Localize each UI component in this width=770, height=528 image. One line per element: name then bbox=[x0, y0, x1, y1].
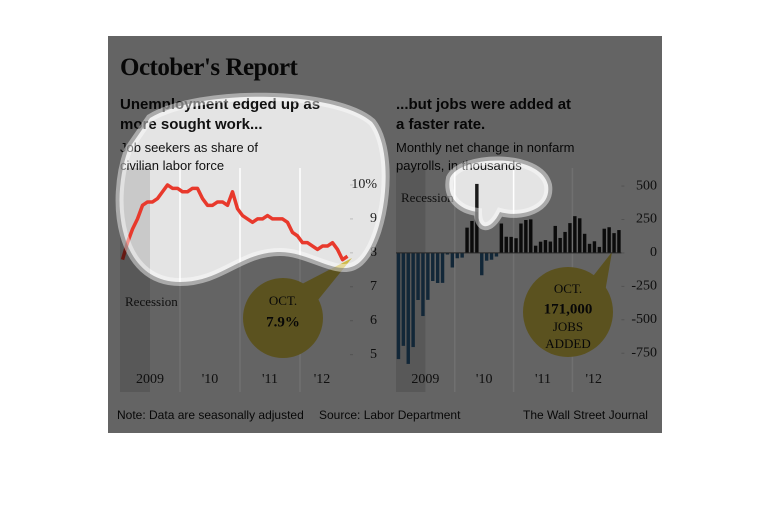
recession-label: Recession bbox=[125, 294, 178, 309]
bar bbox=[440, 252, 445, 283]
bar bbox=[602, 228, 606, 253]
bar bbox=[499, 223, 504, 253]
bar bbox=[612, 233, 616, 253]
y-tick-label: -750 bbox=[631, 345, 657, 360]
x-tick-label: '10 bbox=[202, 372, 219, 387]
bar bbox=[524, 220, 528, 253]
y-tick-label: 8 bbox=[370, 245, 377, 260]
bar bbox=[568, 223, 572, 253]
annotation-text: OCT. bbox=[269, 293, 297, 308]
bar bbox=[411, 252, 415, 348]
bar bbox=[465, 227, 469, 253]
bar bbox=[504, 236, 508, 253]
bar bbox=[460, 252, 464, 258]
bar bbox=[470, 220, 474, 253]
x-tick-label: 2009 bbox=[411, 372, 439, 387]
bar bbox=[450, 252, 455, 268]
annotation-text: 171,000 bbox=[544, 301, 593, 317]
bar bbox=[431, 252, 435, 282]
x-tick-label: '11 bbox=[262, 372, 278, 387]
footer-note: Note: Data are seasonally adjusted bbox=[117, 408, 304, 422]
x-tick-label: '10 bbox=[476, 372, 493, 387]
bar bbox=[475, 183, 479, 253]
bar bbox=[553, 225, 557, 253]
y-tick-label: 6 bbox=[370, 313, 377, 328]
bar bbox=[538, 241, 543, 253]
bar bbox=[426, 252, 430, 300]
bar bbox=[582, 233, 587, 253]
bar bbox=[573, 216, 577, 253]
y-tick-label: 500 bbox=[636, 178, 657, 193]
page-title: October's Report bbox=[120, 54, 298, 81]
bar bbox=[558, 237, 562, 253]
y-tick-label: 9 bbox=[370, 211, 377, 226]
y-tick-label: 10% bbox=[351, 177, 377, 192]
bar bbox=[617, 230, 621, 253]
bar bbox=[406, 252, 410, 364]
bar bbox=[587, 243, 592, 253]
bar bbox=[455, 252, 459, 259]
footer-source: Source: Labor Department bbox=[319, 408, 461, 422]
annotation-text: OCT. bbox=[554, 281, 582, 296]
recession-label: Recession bbox=[401, 190, 454, 205]
y-tick-label: 250 bbox=[636, 212, 657, 227]
bar bbox=[548, 241, 553, 253]
bar bbox=[401, 252, 406, 346]
bar bbox=[597, 246, 602, 253]
bar bbox=[514, 238, 518, 253]
line bbox=[120, 183, 349, 262]
bar bbox=[592, 241, 597, 253]
annotation-text: 7.9% bbox=[266, 314, 300, 330]
bar bbox=[563, 231, 567, 253]
bar bbox=[533, 245, 538, 253]
bar bbox=[480, 252, 484, 276]
bar bbox=[484, 252, 489, 261]
chart-title: Unemployment edged up as more sought wor… bbox=[120, 96, 321, 133]
y-tick-label: -500 bbox=[631, 312, 657, 327]
annotation-text: ADDED bbox=[545, 336, 591, 351]
bar bbox=[421, 252, 425, 317]
bar bbox=[509, 236, 513, 253]
annotation-text: JOBS bbox=[553, 319, 583, 334]
y-tick-label: 0 bbox=[650, 245, 657, 260]
y-tick-label: -250 bbox=[631, 279, 657, 294]
y-tick-label: 5 bbox=[370, 347, 377, 362]
x-tick-label: '12 bbox=[314, 372, 331, 387]
bar bbox=[494, 252, 499, 257]
bar bbox=[519, 223, 523, 253]
x-tick-label: '12 bbox=[586, 372, 603, 387]
x-tick-label: 2009 bbox=[136, 372, 164, 387]
x-tick-label: '11 bbox=[535, 372, 551, 387]
footer-credit: The Wall Street Journal bbox=[523, 408, 648, 422]
bar bbox=[529, 219, 533, 253]
bar bbox=[396, 252, 401, 360]
bar bbox=[607, 227, 611, 253]
bar bbox=[578, 218, 582, 253]
chart-subtitle: Monthly net change in nonfarm payrolls, … bbox=[396, 140, 575, 173]
chart-title: ...but jobs were added at a faster rate. bbox=[396, 96, 572, 133]
y-tick-label: 7 bbox=[370, 279, 377, 294]
bar bbox=[543, 240, 548, 253]
chart-subtitle: Job seekers as share of civilian labor f… bbox=[120, 140, 259, 173]
bar bbox=[435, 252, 440, 284]
bar bbox=[489, 252, 494, 260]
bar bbox=[416, 252, 420, 300]
